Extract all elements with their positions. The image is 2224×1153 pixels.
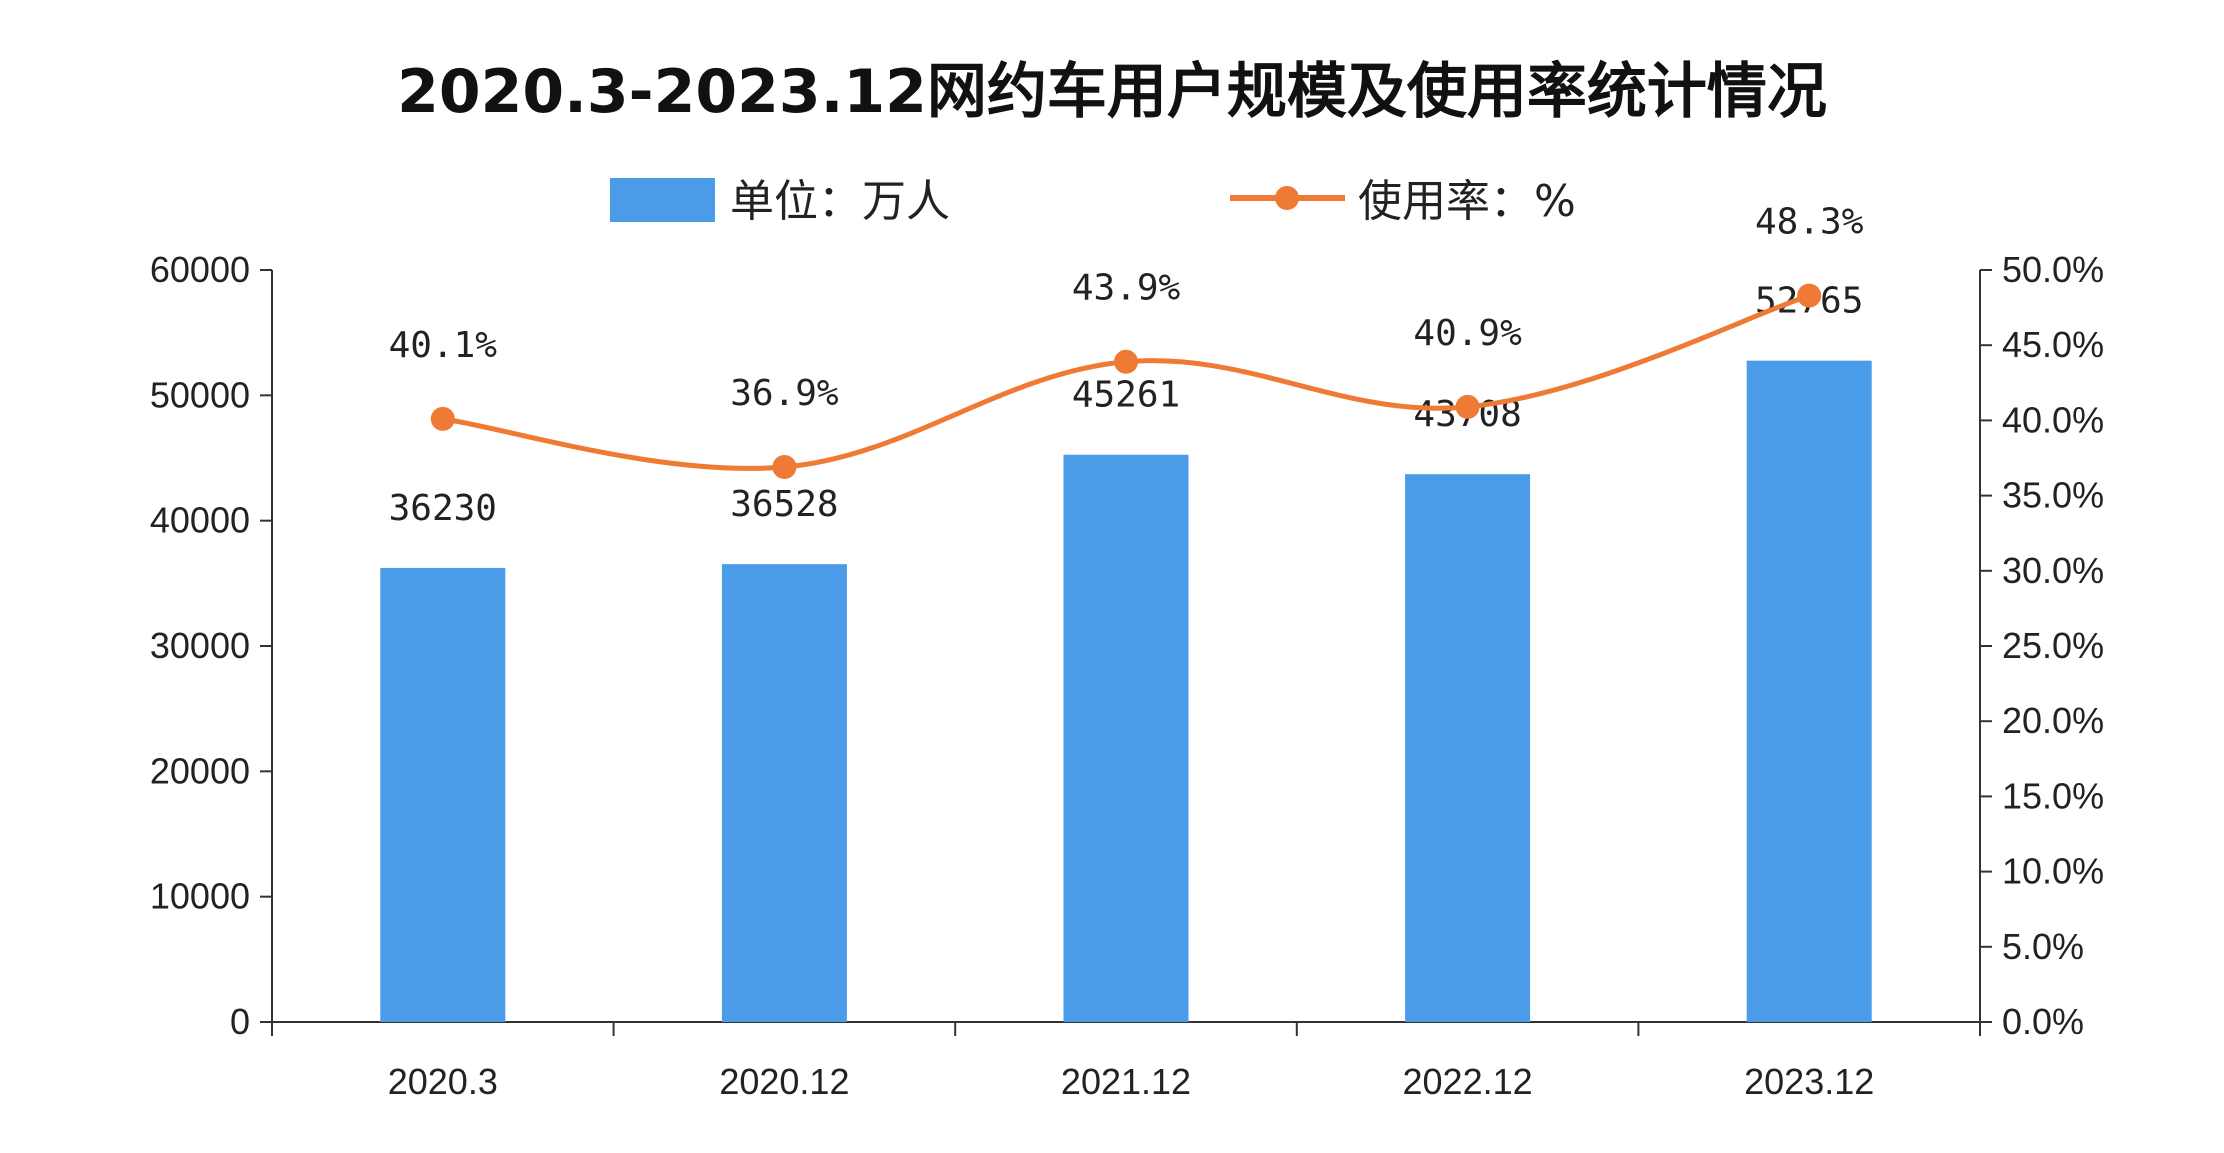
y-right-tick-label: 50.0% [2002,249,2104,290]
rate-value-label: 36.9% [730,373,839,414]
y-left-tick-label: 20000 [150,750,250,791]
chart-title: 2020.3-2023.12网约车用户规模及使用率统计情况 [397,57,1827,127]
y-left-tick-label: 50000 [150,374,250,415]
bar [380,567,506,1022]
legend: 单位：万人 使用率：% [610,176,1576,227]
y-right-tick-label: 40.0% [2002,399,2104,440]
bar [1405,474,1531,1022]
y-left-tick-label: 0 [230,1001,250,1042]
rate-point [1455,394,1480,419]
bar-value-label: 36528 [730,484,838,525]
y-left-tick-label: 30000 [150,625,250,666]
y-right-tick-label: 10.0% [2002,851,2104,892]
y-right-tick-label: 5.0% [2002,926,2084,967]
y-right-tick-label: 15.0% [2002,775,2104,816]
plot-area: 0 10000 20000 30000 40000 50000 60000 0.0% 5.0% 1… [150,202,2104,1102]
y-left-tick-label: 40000 [150,500,250,541]
rate-value-label: 48.3% [1755,202,1864,243]
y-right-tick-label: 0.0% [2002,1001,2084,1042]
rate-point [772,455,797,480]
bar [1063,454,1189,1023]
y-left-tick-label: 60000 [150,249,250,290]
y-right-tick-label: 45.0% [2002,324,2104,365]
legend-bar-label: 单位：万人 [730,176,950,227]
legend-line-label: 使用率：% [1358,176,1576,227]
y-right-tick-label: 35.0% [2002,475,2104,516]
x-tick-label: 2023.12 [1744,1061,1874,1102]
rate-value-label: 40.1% [389,325,498,366]
x-tick-label: 2020.12 [719,1061,849,1102]
rate-value-label: 40.9% [1413,313,1522,354]
rate-value-label: 43.9% [1072,268,1181,309]
rate-point [1797,283,1822,308]
y-right-tick-label: 30.0% [2002,550,2104,591]
rate-point [430,406,455,431]
x-tick-label: 2020.3 [388,1061,498,1102]
bar-value-label: 45261 [1072,375,1180,416]
x-tick-label: 2022.12 [1403,1061,1533,1102]
y-left-tick-label: 10000 [150,876,250,917]
x-tick-label: 2021.12 [1061,1061,1191,1102]
bar [721,564,847,1022]
legend-bar-swatch [610,178,715,222]
bar-value-label: 36230 [389,488,497,529]
rate-point [1114,349,1138,374]
bar [1746,360,1872,1022]
y-right-tick-label: 25.0% [2002,625,2104,666]
legend-line-marker [1275,186,1299,210]
y-right-tick-label: 20.0% [2002,700,2104,741]
